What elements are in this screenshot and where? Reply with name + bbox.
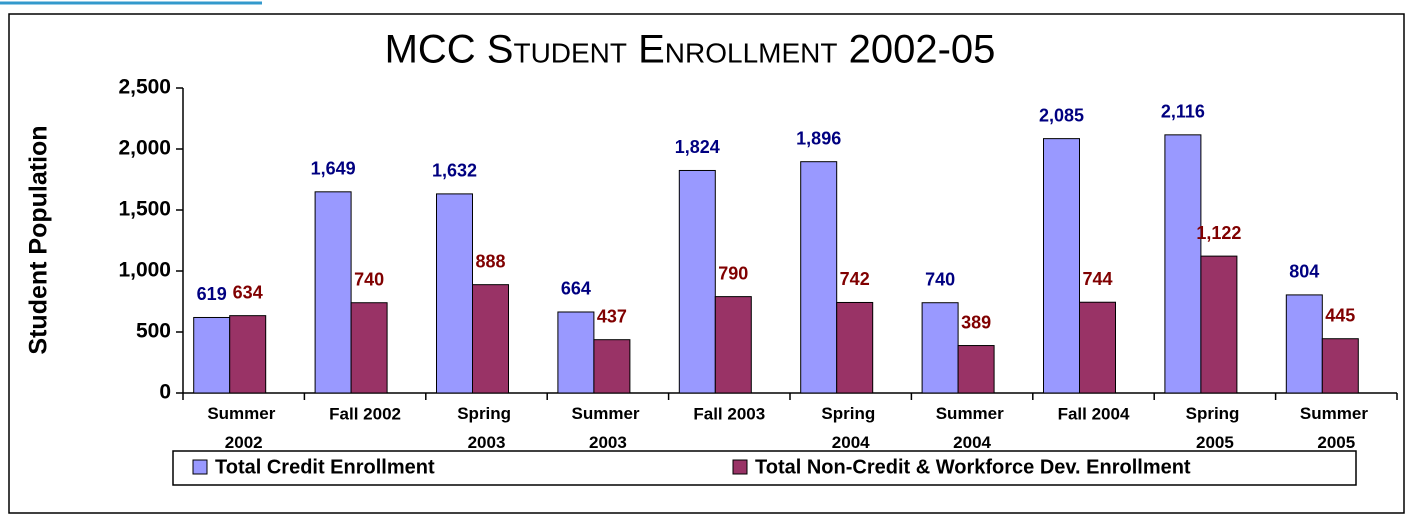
value-label: 1,632 xyxy=(432,161,477,181)
value-label: 389 xyxy=(961,312,991,332)
bar xyxy=(800,161,838,394)
x-tick-label: Summer 2002 xyxy=(207,404,280,452)
y-tick-label: 1,500 xyxy=(118,198,171,221)
bar xyxy=(1079,301,1116,394)
value-label: 2,085 xyxy=(1039,105,1084,125)
value-label: 619 xyxy=(197,284,227,304)
bar xyxy=(229,315,267,394)
x-tick-label: Summer 2003 xyxy=(572,404,645,452)
value-label: 1,896 xyxy=(796,128,841,148)
bar xyxy=(1285,294,1323,394)
value-label: 1,649 xyxy=(311,159,356,179)
bar xyxy=(593,339,631,394)
bar xyxy=(314,191,352,394)
y-axis-label: Student Population xyxy=(25,125,53,354)
bar xyxy=(1164,134,1202,394)
legend-label: Total Non-Credit & Workforce Dev. Enroll… xyxy=(755,456,1191,478)
value-label: 804 xyxy=(1289,262,1319,282)
value-label: 740 xyxy=(354,269,384,289)
value-label: 437 xyxy=(597,306,627,326)
value-label: 1,122 xyxy=(1196,223,1241,243)
bar xyxy=(557,311,595,394)
bar xyxy=(472,284,509,394)
x-tick-label: Spring 2003 xyxy=(457,404,516,452)
value-label: 790 xyxy=(718,263,748,283)
chart-frame xyxy=(8,13,1405,514)
value-label: 742 xyxy=(840,269,870,289)
y-tick-label: 2,500 xyxy=(118,76,171,99)
value-label: 888 xyxy=(475,251,505,271)
bar xyxy=(678,169,716,394)
x-tick-label: Fall 2004 xyxy=(1058,404,1130,423)
value-label: 664 xyxy=(561,279,591,299)
bar xyxy=(714,296,752,394)
x-tick-label: Spring 2004 xyxy=(821,404,880,452)
x-tick-label: Fall 2002 xyxy=(329,404,401,423)
y-tick-label: 2,000 xyxy=(118,137,171,160)
bar xyxy=(1200,255,1238,394)
y-tick-label: 500 xyxy=(136,320,171,343)
value-label: 740 xyxy=(925,269,955,289)
bar xyxy=(836,301,874,394)
legend-label: Total Credit Enrollment xyxy=(215,456,435,478)
y-tick-label: 1,000 xyxy=(118,259,171,282)
bar xyxy=(921,302,959,394)
value-label: 634 xyxy=(233,282,263,302)
bar xyxy=(350,302,388,394)
x-tick-label: Summer 2005 xyxy=(1300,404,1373,452)
legend-box xyxy=(172,450,1357,486)
legend-swatch xyxy=(192,459,208,475)
x-tick-label: Fall 2003 xyxy=(693,404,765,423)
bar xyxy=(1043,138,1080,394)
bar xyxy=(957,345,995,394)
value-label: 744 xyxy=(1082,269,1112,289)
chart-title: MCC Student Enrollment 2002-05 xyxy=(385,28,996,72)
bar xyxy=(436,193,473,394)
x-tick-label: Spring 2005 xyxy=(1186,404,1245,452)
value-label: 2,116 xyxy=(1161,102,1205,122)
value-label: 1,824 xyxy=(675,137,720,157)
bar xyxy=(1321,338,1359,394)
value-label: 445 xyxy=(1325,305,1355,325)
bar xyxy=(193,316,231,394)
legend-swatch xyxy=(732,459,748,475)
x-tick-label: Summer 2004 xyxy=(936,404,1009,452)
y-tick-label: 0 xyxy=(159,381,171,404)
